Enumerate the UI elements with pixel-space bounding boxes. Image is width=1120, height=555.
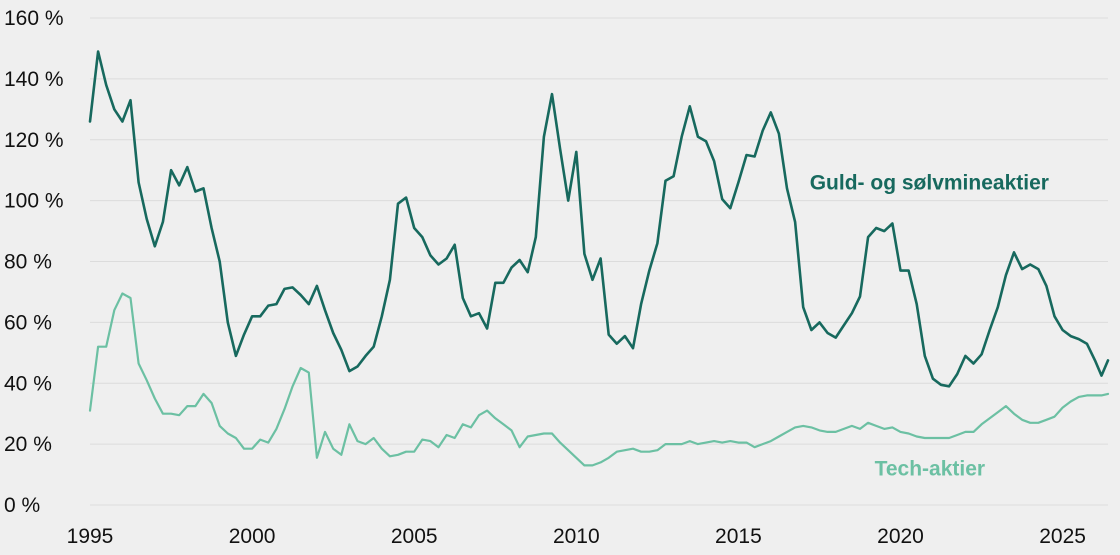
y-tick-label: 0 % [4, 494, 40, 517]
x-tick-label: 2025 [1039, 525, 1086, 548]
x-tick-label: 2005 [391, 525, 438, 548]
series-label: Tech-aktier [875, 457, 986, 480]
y-tick-label: 120 % [4, 129, 64, 152]
y-tick-label: 160 % [4, 7, 64, 30]
gridlines [90, 17, 1108, 506]
x-tick-label: 2010 [553, 525, 600, 548]
y-tick-label: 100 % [4, 190, 64, 213]
x-tick-label: 2020 [877, 525, 924, 548]
y-axis: 0 % 20 % 40 % 60 % 80 % 100 % 120 % 140 % 160 % [4, 7, 64, 517]
x-tick-label: 2015 [715, 525, 762, 548]
y-tick-label: 40 % [4, 372, 52, 395]
y-tick-label: 140 % [4, 68, 64, 91]
series-label: Guld- og sølvmineaktier [810, 171, 1049, 194]
series-labels: Guld- og sølvmineaktier Tech-aktier [810, 171, 1049, 480]
series-line-guld-og-solvmineaktier [88, 50, 1110, 388]
x-tick-label: 1995 [67, 525, 114, 548]
x-axis: 1995 2000 2005 2010 2015 2020 2025 [67, 525, 1086, 548]
series-layer [88, 50, 1110, 467]
y-tick-label: 60 % [4, 311, 52, 334]
y-tick-label: 80 % [4, 251, 52, 274]
series-line-tech-aktier [88, 292, 1110, 467]
x-tick-label: 2000 [229, 525, 276, 548]
y-tick-label: 20 % [4, 433, 52, 456]
